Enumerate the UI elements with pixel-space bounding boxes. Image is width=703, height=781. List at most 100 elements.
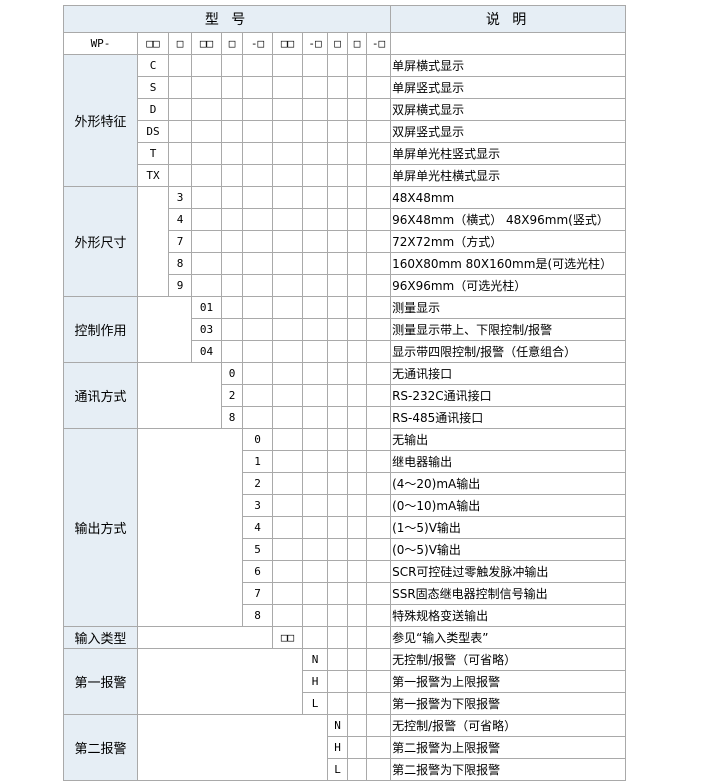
empty-cell (365, 736, 392, 759)
option-code: 1 (242, 450, 273, 473)
option-row: 3 (0～10)mA输出 (64, 494, 627, 517)
empty-cell (272, 120, 303, 143)
empty-cell (327, 626, 348, 649)
model-code-row: WP- □□ □ □□ □ -□ □□ -□ □ □ -□ (63, 32, 627, 55)
empty-cell (327, 208, 348, 231)
empty-cell (191, 120, 222, 143)
empty-cell (347, 450, 367, 473)
option-code: 4 (242, 516, 273, 539)
empty-cell (302, 538, 328, 561)
empty-cell (302, 230, 328, 253)
empty-cell (302, 494, 328, 517)
option-row: 控制作用 01 测量显示 (63, 296, 627, 363)
option-code: T (137, 142, 169, 165)
empty-cell (365, 252, 392, 275)
empty-cell (302, 450, 328, 473)
empty-cell (272, 406, 303, 429)
option-row: 第二报警 N 无控制/报警（可省略） (63, 714, 627, 781)
empty-cell (347, 98, 367, 121)
empty-cell (302, 604, 328, 627)
empty-cell (272, 142, 303, 165)
empty-cell (365, 54, 392, 77)
empty-cell (327, 692, 348, 715)
empty-cell (347, 714, 367, 737)
option-row: D 双屏横式显示 (64, 98, 627, 121)
empty-cell (347, 318, 367, 341)
empty-cell (347, 54, 367, 77)
option-description: 显示带四限控制/报警（任意组合） (390, 340, 627, 363)
code-slot: □ (221, 32, 243, 55)
empty-cell (347, 560, 367, 583)
empty-cell (272, 340, 303, 363)
option-code: D (137, 98, 169, 121)
option-code: L (327, 758, 348, 781)
empty-cell (242, 164, 273, 187)
empty-cell (347, 340, 367, 363)
empty-cell (272, 582, 303, 605)
option-description: 第一报警为下限报警 (390, 692, 627, 715)
empty-cell (272, 472, 303, 495)
option-description: SSR固态继电器控制信号输出 (390, 582, 627, 605)
empty-cell (137, 362, 222, 429)
empty-cell (327, 76, 348, 99)
empty-cell (347, 758, 367, 781)
empty-cell (221, 98, 243, 121)
option-description: 继电器输出 (390, 450, 627, 473)
empty-cell (191, 208, 222, 231)
empty-cell (137, 648, 303, 715)
empty-cell (242, 362, 273, 385)
option-code: 4 (168, 208, 192, 231)
empty-cell (191, 186, 222, 209)
empty-cell (242, 318, 273, 341)
empty-cell (347, 692, 367, 715)
empty-cell (221, 76, 243, 99)
option-code: 3 (242, 494, 273, 517)
option-row: 4 96X48mm（横式） 48X96mm(竖式） (64, 208, 627, 231)
model-header: 型 号 (62, 5, 392, 33)
option-row: H 第一报警为上限报警 (64, 670, 627, 693)
empty-cell (365, 692, 392, 715)
empty-cell (365, 340, 392, 363)
empty-cell (327, 296, 348, 319)
group-label: 第一报警 (63, 648, 138, 715)
empty-cell (272, 516, 303, 539)
empty-cell (347, 516, 367, 539)
option-code: TX (137, 164, 169, 187)
empty-cell (137, 714, 328, 781)
empty-cell (365, 274, 392, 297)
empty-cell (168, 120, 192, 143)
empty-cell (302, 296, 328, 319)
code-slot: -□ (302, 32, 328, 55)
option-code: 03 (191, 318, 222, 341)
empty-cell (221, 318, 243, 341)
empty-cell (137, 428, 243, 627)
empty-cell (347, 120, 367, 143)
option-row: DS 双屏竖式显示 (64, 120, 627, 143)
empty-cell (191, 274, 222, 297)
empty-cell (302, 516, 328, 539)
empty-cell (302, 362, 328, 385)
description-header: 说 明 (390, 5, 627, 33)
empty-cell (272, 538, 303, 561)
empty-cell (302, 208, 328, 231)
empty-cell (365, 186, 392, 209)
empty-cell (347, 406, 367, 429)
empty-cell (365, 758, 392, 781)
empty-cell (327, 604, 348, 627)
option-code: 7 (242, 582, 273, 605)
empty-cell (221, 208, 243, 231)
empty-cell (347, 582, 367, 605)
empty-cell (242, 208, 273, 231)
empty-cell (242, 54, 273, 77)
empty-cell (347, 670, 367, 693)
option-row: 8 RS-485通讯接口 (64, 406, 627, 429)
option-description: (4～20)mA输出 (390, 472, 627, 495)
empty-cell (327, 516, 348, 539)
option-code: H (302, 670, 328, 693)
empty-cell (327, 670, 348, 693)
option-code: DS (137, 120, 169, 143)
empty-cell (272, 362, 303, 385)
empty-cell (347, 538, 367, 561)
empty-cell (272, 384, 303, 407)
option-row: 通讯方式 0 无通讯接口 (63, 362, 627, 429)
